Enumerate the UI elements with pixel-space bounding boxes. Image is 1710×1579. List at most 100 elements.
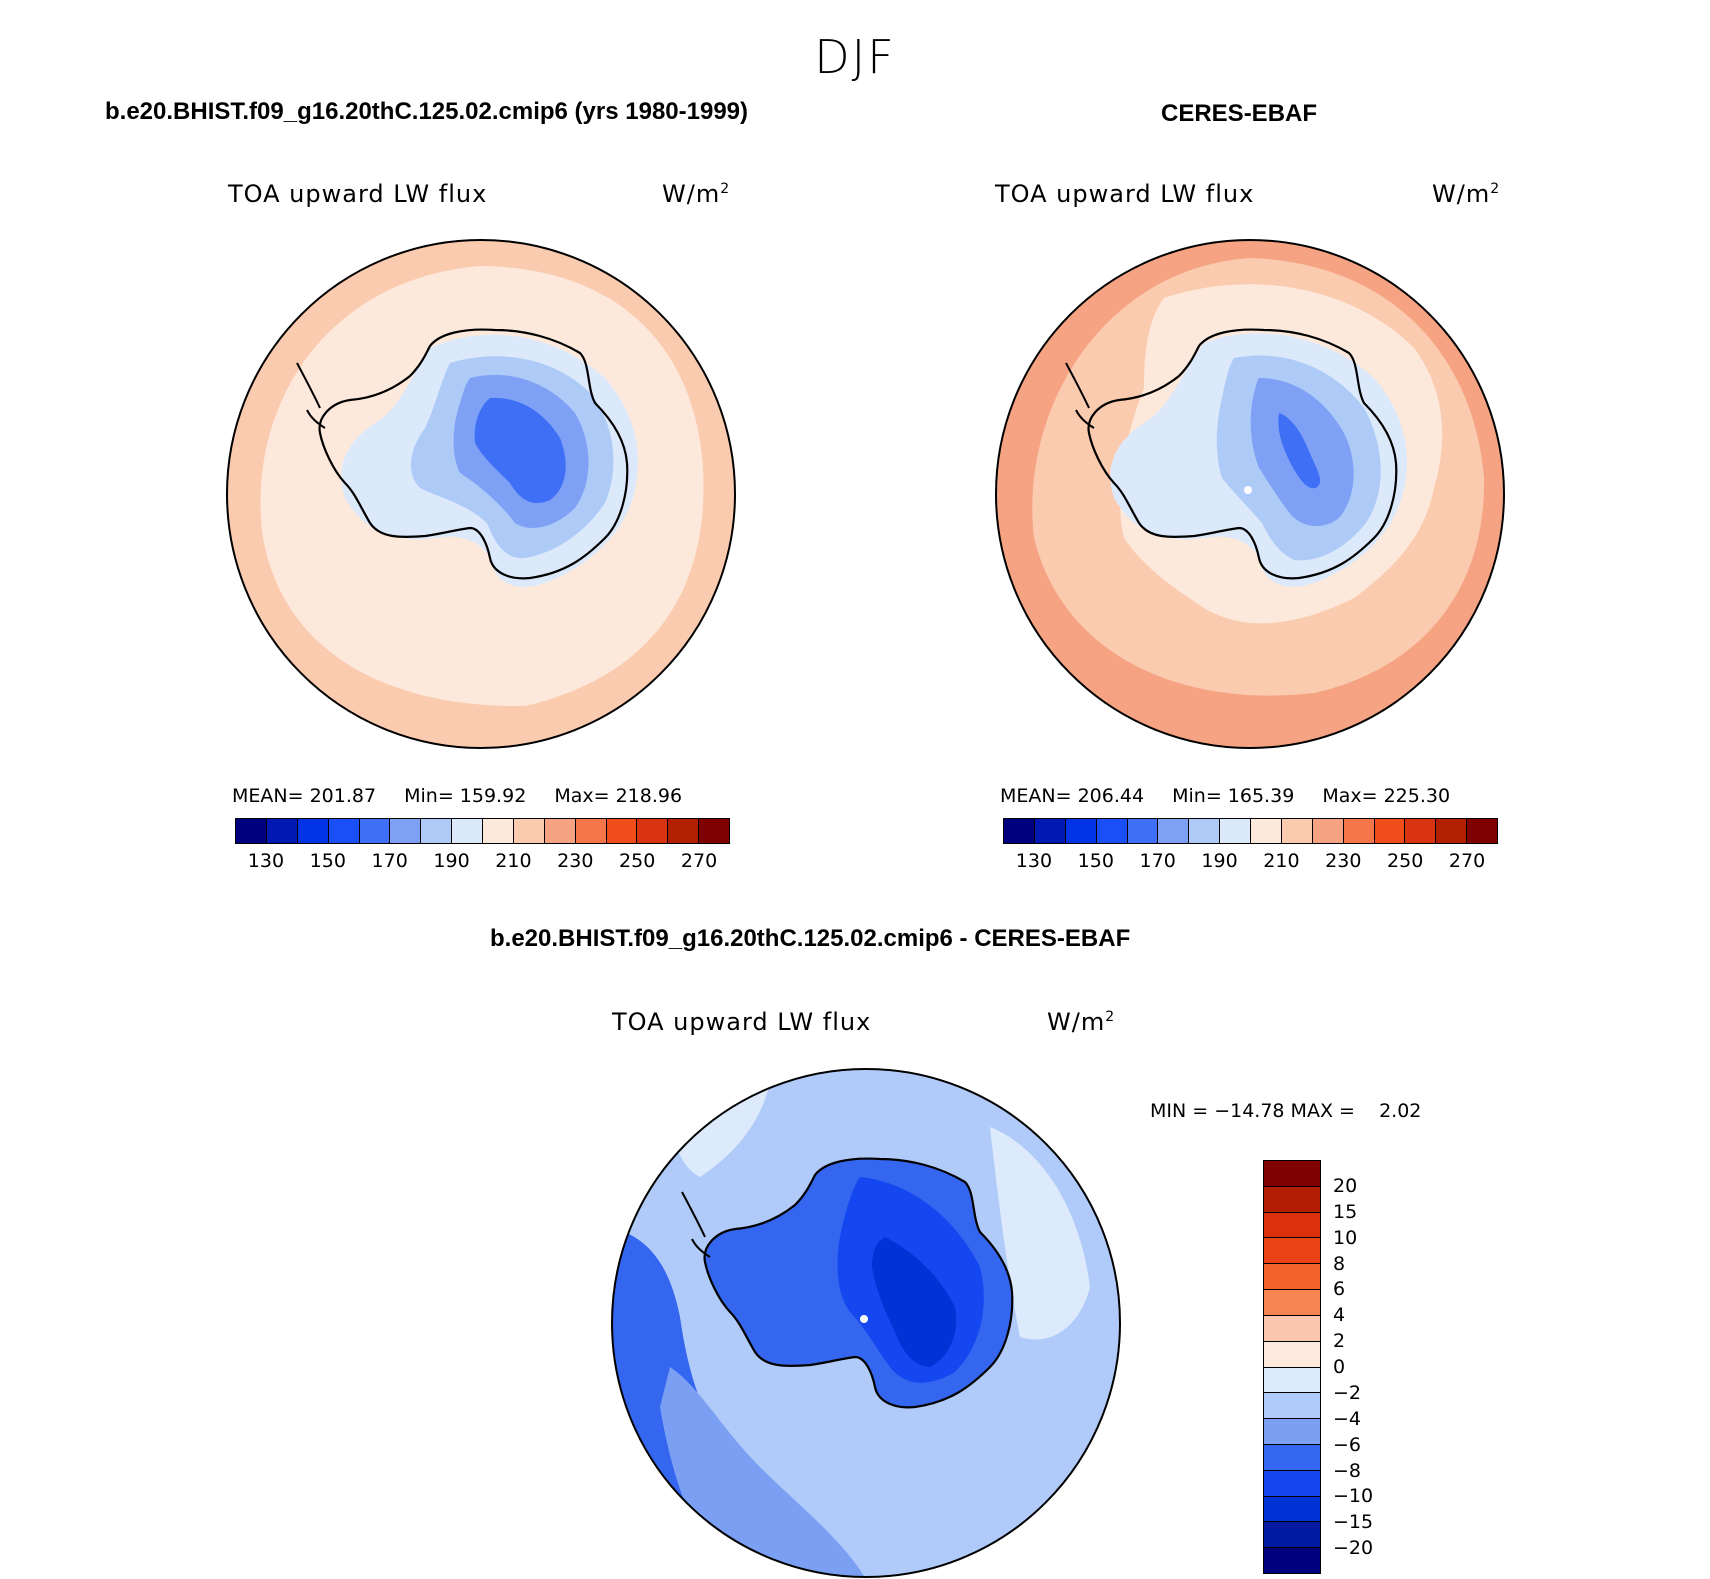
colorbar-swatch (1374, 819, 1406, 843)
colorbar-swatch (1264, 1470, 1320, 1497)
colorbar-tick-label: 190 (1201, 850, 1238, 872)
colorbar-swatch (1158, 819, 1190, 843)
diff-polar-map (611, 1068, 1121, 1578)
colorbar-swatch (1264, 1444, 1320, 1471)
colorbar-swatch (1264, 1393, 1320, 1420)
colorbar-swatch (421, 819, 453, 843)
colorbar-tick-label: 130 (247, 850, 285, 872)
colorbar-tick-label: 0 (1333, 1356, 1346, 1378)
colorbar-swatch (1264, 1419, 1320, 1445)
obs-polar-map (995, 239, 1505, 749)
colorbar-swatch (668, 819, 700, 843)
obs-colorbar: 130 150 170 190 210 230 250 270 (1003, 818, 1498, 874)
colorbar-tick-label: 270 (1448, 850, 1486, 872)
colorbar-swatch (1405, 819, 1437, 843)
colorbar-swatch (1264, 1264, 1320, 1291)
colorbar-tick-label: 150 (1077, 850, 1114, 872)
colorbar-tick-label: −20 (1333, 1537, 1374, 1560)
colorbar-tick-label: 6 (1333, 1278, 1346, 1301)
colorbar-tick-label: 230 (557, 850, 594, 872)
colorbar-tick-label: 270 (680, 850, 718, 872)
colorbar-tick-label: 2 (1333, 1330, 1346, 1353)
obs-peninsula-coastline (1065, 362, 1095, 429)
colorbar-swatch (1251, 819, 1282, 843)
colorbar-swatch (1264, 1496, 1320, 1523)
colorbar-tick-label: −2 (1333, 1381, 1362, 1404)
colorbar-tick-label: 150 (309, 850, 346, 872)
colorbar-tick-label: 190 (433, 850, 470, 872)
model-map-border (226, 239, 736, 749)
colorbar-swatch (1343, 819, 1375, 843)
colorbar-tick-label: 210 (1263, 850, 1300, 872)
obs-variable-name: TOA upward LW flux (995, 180, 1255, 208)
model-panel-title: b.e20.BHIST.f09_g16.20thC.125.02.cmip6 (… (105, 98, 749, 125)
colorbar-swatch (1467, 819, 1497, 843)
diff-colorbar (1263, 1160, 1321, 1574)
colorbar-swatch (1264, 1341, 1320, 1368)
colorbar-tick-label: 15 (1333, 1200, 1358, 1223)
colorbar-swatch (236, 819, 267, 843)
model-units: W/m2 (662, 180, 731, 208)
colorbar-swatch (1264, 1161, 1320, 1187)
colorbar-tick-label: 130 (1015, 850, 1053, 872)
colorbar-swatch (606, 819, 638, 843)
colorbar-swatch (328, 819, 360, 843)
colorbar-swatch (1264, 1212, 1320, 1239)
model-polar-map (226, 239, 736, 749)
model-peninsula-coastline (296, 362, 326, 429)
diff-continent-core-field (872, 1237, 957, 1367)
obs-interior-field-3 (1278, 413, 1321, 489)
colorbar-swatch (1264, 1367, 1320, 1394)
colorbar-tick-label: −8 (1333, 1459, 1362, 1482)
colorbar-swatch (1065, 819, 1097, 843)
colorbar-swatch (575, 819, 607, 843)
colorbar-swatch (1220, 819, 1251, 843)
obs-panel-title: CERES-EBAF (1161, 100, 1318, 127)
colorbar-tick-label: 10 (1333, 1226, 1358, 1249)
diff-variable-name: TOA upward LW flux (612, 1008, 872, 1036)
diff-antarctica-coastline (703, 1157, 1014, 1409)
colorbar-swatch (513, 819, 545, 843)
colorbar-swatch (1264, 1186, 1320, 1213)
colorbar-tick-label: −10 (1333, 1485, 1374, 1508)
colorbar-swatch (1281, 819, 1313, 843)
model-variable-name: TOA upward LW flux (228, 180, 488, 208)
obs-stats: MEAN= 206.44 Min= 165.39 Max= 225.30 (1000, 785, 1451, 807)
colorbar-swatch (1264, 1315, 1320, 1342)
colorbar-swatch (297, 819, 329, 843)
colorbar-swatch (1312, 819, 1344, 843)
diff-units: W/m2 (1047, 1008, 1116, 1036)
model-antarctica-coastline (318, 328, 629, 580)
colorbar-swatch (452, 819, 483, 843)
colorbar-tick-label: 170 (371, 850, 408, 872)
colorbar-swatch (1127, 819, 1159, 843)
colorbar-swatch (483, 819, 514, 843)
colorbar-tick-label: −6 (1333, 1433, 1362, 1456)
colorbar-swatch (266, 819, 298, 843)
colorbar-swatch (1264, 1290, 1320, 1316)
colorbar-swatch (1096, 819, 1128, 843)
colorbar-tick-label: 4 (1333, 1304, 1346, 1327)
colorbar-tick-label: −15 (1333, 1511, 1374, 1534)
colorbar-swatch (1189, 819, 1221, 843)
obs-pole-marker (1244, 486, 1252, 494)
colorbar-swatch (699, 819, 729, 843)
colorbar-tick-label: 250 (619, 850, 656, 872)
colorbar-swatch (637, 819, 669, 843)
colorbar-swatch (544, 819, 576, 843)
obs-antarctica-coastline (1087, 328, 1398, 580)
obs-map-border (995, 239, 1505, 749)
model-stats: MEAN= 201.87 Min= 159.92 Max= 218.96 (232, 785, 683, 807)
model-interior-field-3 (474, 397, 566, 504)
colorbar-tick-label: 250 (1387, 850, 1424, 872)
season-title: DJF (814, 30, 896, 84)
diff-panel-title: b.e20.BHIST.f09_g16.20thC.125.02.cmip6 -… (490, 925, 1131, 952)
diff-east-light-field (990, 1127, 1090, 1340)
colorbar-tick-label: −4 (1333, 1407, 1362, 1430)
colorbar-swatch (1264, 1522, 1320, 1549)
model-colorbar: 130 150 170 190 210 230 250 270 (235, 818, 730, 874)
colorbar-swatch (359, 819, 391, 843)
colorbar-swatch (1034, 819, 1066, 843)
colorbar-tick-label: 20 (1333, 1174, 1358, 1197)
diff-peninsula-coastline (681, 1191, 711, 1258)
